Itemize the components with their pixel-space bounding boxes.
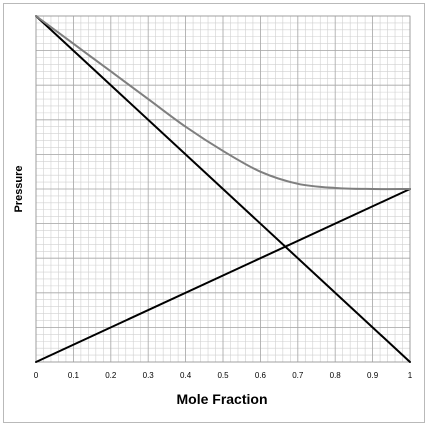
series-line-3 — [35, 15, 411, 191]
x-tick-label: 0.8 — [330, 371, 342, 380]
x-tick-label: 0 — [34, 371, 39, 380]
x-tick-label: 0.2 — [105, 371, 117, 380]
x-tick-label: 0.7 — [292, 371, 304, 380]
series-line-1 — [35, 15, 411, 363]
y-axis-title: Pressure — [13, 165, 25, 212]
x-tick-label: 0.1 — [68, 371, 80, 380]
x-tick-label: 0.6 — [255, 371, 267, 380]
x-tick-label: 0.4 — [180, 371, 192, 380]
grid-major — [35, 15, 411, 363]
x-tick-label: 1 — [408, 371, 413, 380]
x-axis-title: Mole Fraction — [176, 391, 267, 407]
x-tick-label: 0.3 — [143, 371, 155, 380]
series-line-2 — [35, 188, 411, 363]
x-tick-label: 0.9 — [367, 371, 379, 380]
series-layer — [35, 15, 411, 363]
x-tick-labels: 0 0.1 0.2 0.3 0.4 0.5 0.6 0.7 0.8 0.9 1 — [34, 371, 413, 380]
x-tick-label: 0.5 — [217, 371, 229, 380]
